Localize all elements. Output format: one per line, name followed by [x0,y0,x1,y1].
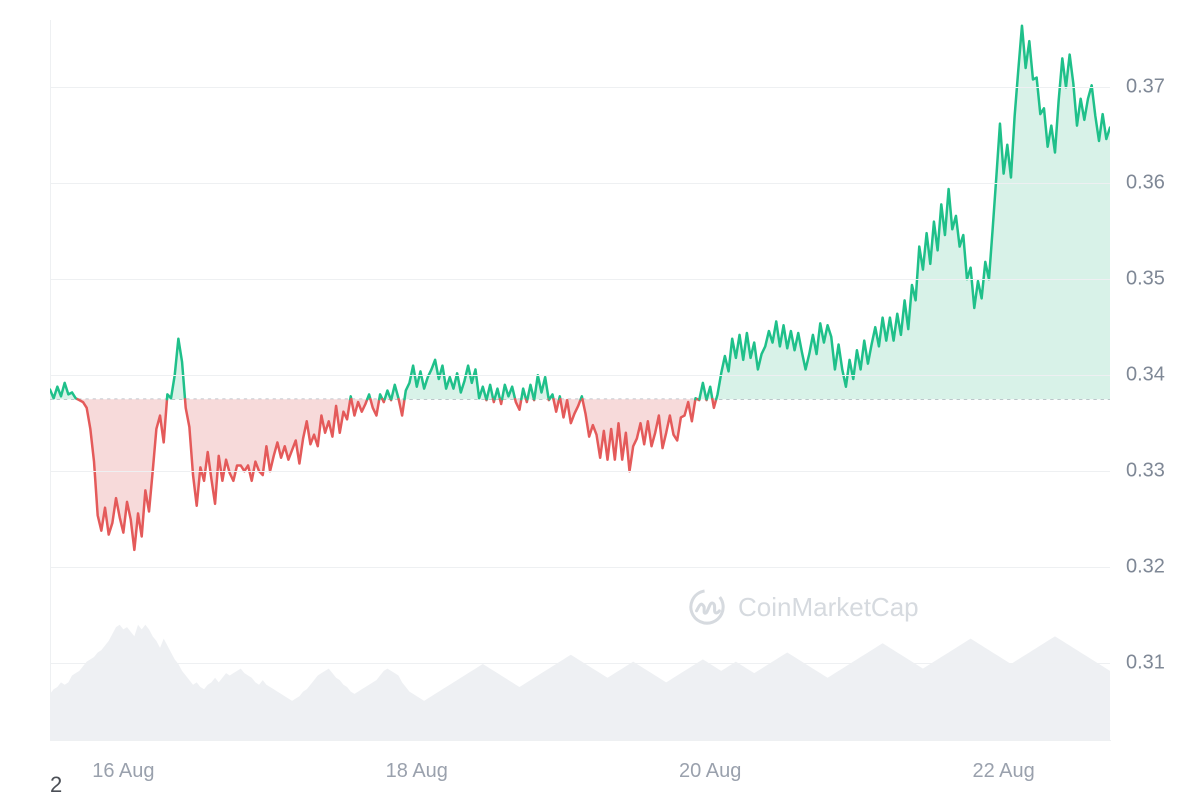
volume-area [50,625,1110,740]
watermark-text: CoinMarketCap [738,592,919,623]
y-gridline [50,279,1110,280]
y-gridline [50,567,1110,568]
x-axis-tick-label: 18 Aug [386,760,448,783]
price-area-above [716,26,1110,399]
y-gridline [50,663,1110,664]
y-axis-tick-label: 0.32 [1126,556,1165,579]
chart-container: CoinMarketCap 2 0.31 0.32 0.33 0.34 0.35 0.36… [0,0,1200,800]
y-gridline [50,87,1110,88]
y-gridline [50,471,1110,472]
y-axis-tick-label: 0.35 [1126,268,1165,291]
y-axis-tick-label: 0.36 [1126,172,1165,195]
y-axis-tick-label: 0.31 [1126,652,1165,675]
coinmarketcap-watermark: CoinMarketCap [688,588,919,626]
y-gridline [50,183,1110,184]
footer-number: 2 [50,772,62,798]
y-axis-tick-label: 0.33 [1126,460,1165,483]
x-axis-tick-label: 16 Aug [92,760,154,783]
y-gridline [50,375,1110,376]
coinmarketcap-logo-icon [688,588,726,626]
x-axis-tick-label: 20 Aug [679,760,741,783]
y-axis-tick-label: 0.37 [1126,76,1165,99]
price-chart-svg [0,0,1200,800]
x-axis-tick-label: 22 Aug [972,760,1034,783]
y-axis-tick-label: 0.34 [1126,364,1165,387]
